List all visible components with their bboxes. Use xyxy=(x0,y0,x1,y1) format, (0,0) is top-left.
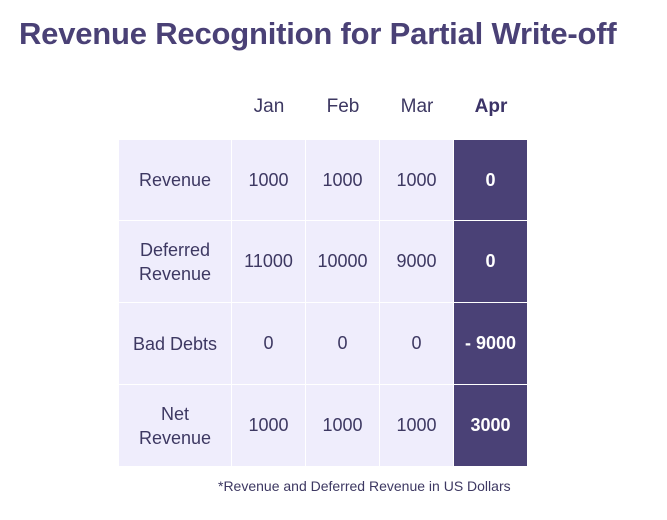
table-cell: 1000 xyxy=(232,385,305,466)
table-cell: 0 xyxy=(232,303,305,384)
table-cell: 1000 xyxy=(232,140,305,220)
month-header-feb: Feb xyxy=(326,96,360,117)
row-label-bad-debts: Bad Debts xyxy=(119,303,231,384)
table-cell: 10000 xyxy=(306,221,379,302)
table-cell: 11000 xyxy=(232,221,305,302)
table-cell: 9000 xyxy=(380,221,453,302)
footnote: *Revenue and Deferred Revenue in US Doll… xyxy=(218,478,511,494)
table-cell-highlight: 0 xyxy=(454,140,527,220)
month-header-mar: Mar xyxy=(400,96,434,117)
table-cell-highlight: 0 xyxy=(454,221,527,302)
row-label-revenue: Revenue xyxy=(119,140,231,220)
table-cell: 1000 xyxy=(306,385,379,466)
table-cell: 0 xyxy=(306,303,379,384)
revenue-table: Revenue 1000 1000 1000 0 Deferred Revenu… xyxy=(119,140,527,466)
month-header-apr: Apr xyxy=(474,96,508,117)
month-header-jan: Jan xyxy=(253,96,285,117)
table-cell-highlight: - 9000 xyxy=(454,303,527,384)
table-cell-highlight: 3000 xyxy=(454,385,527,466)
table-cell: 1000 xyxy=(306,140,379,220)
page-title: Revenue Recognition for Partial Write-of… xyxy=(19,16,617,51)
table-cell: 1000 xyxy=(380,385,453,466)
table-cell: 0 xyxy=(380,303,453,384)
table-cell: 1000 xyxy=(380,140,453,220)
row-label-net-revenue: Net Revenue xyxy=(119,385,231,466)
row-label-deferred-revenue: Deferred Revenue xyxy=(119,221,231,302)
month-header-row: Jan Feb Mar Apr xyxy=(232,96,528,118)
